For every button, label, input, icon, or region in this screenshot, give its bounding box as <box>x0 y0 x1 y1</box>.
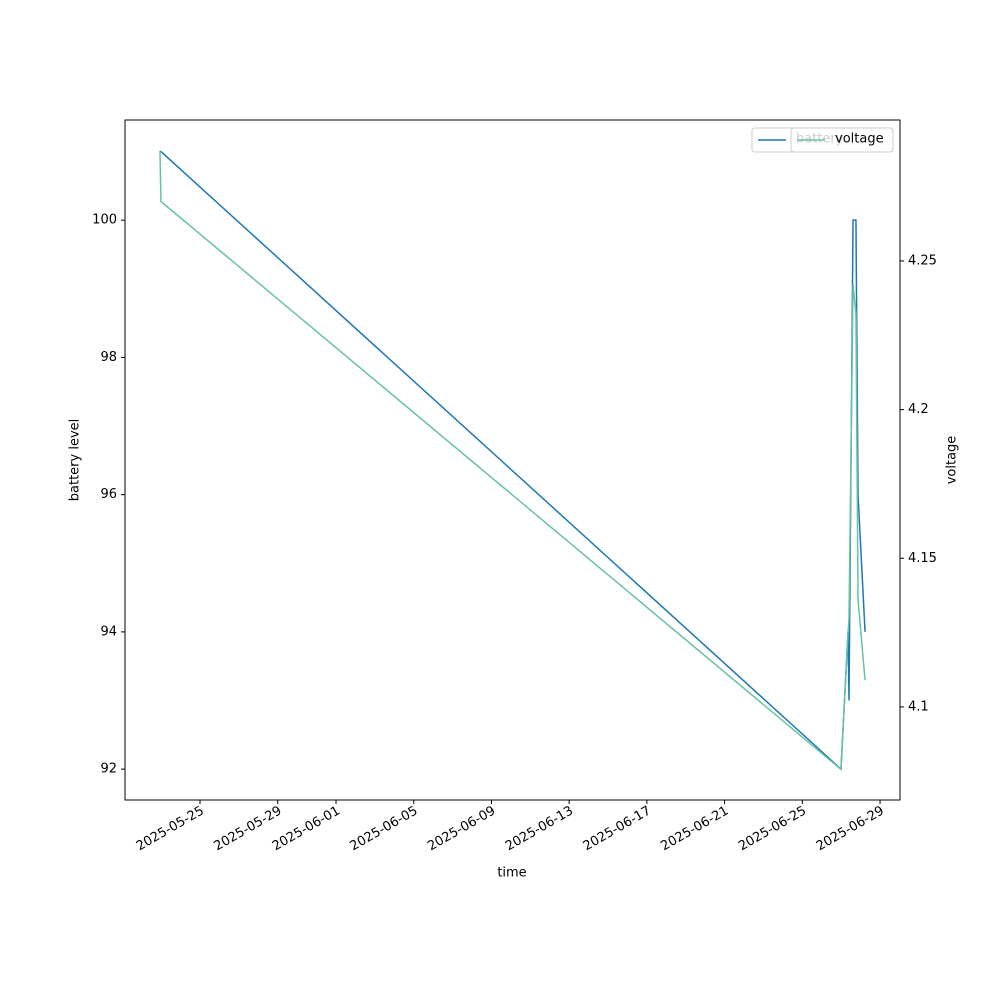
y-tick-label: 96 <box>100 487 117 502</box>
x-tick-label: 2025-06-05 <box>348 804 421 855</box>
plot-frame <box>124 119 901 801</box>
y-tick-label: 100 <box>92 213 117 228</box>
legend: voltage <box>790 127 894 153</box>
y2-tick-label: 4.15 <box>908 551 937 566</box>
y-tick-label: 98 <box>100 350 117 365</box>
series-line <box>159 150 866 771</box>
y2-axis-label: voltage <box>945 436 960 485</box>
y2-tick-label: 4.2 <box>908 402 929 417</box>
y-tick-label: 92 <box>100 762 117 777</box>
legend-box <box>790 127 894 153</box>
y2-tick-label: 4.25 <box>908 253 937 268</box>
x-tick-label: 2025-05-25 <box>134 804 207 855</box>
x-tick-label: 2025-06-29 <box>814 804 887 855</box>
y-axis-label: battery level <box>68 419 83 502</box>
legend-label: voltage <box>835 132 884 147</box>
x-tick-label: 2025-06-17 <box>581 804 654 855</box>
x-tick-label: 2025-06-25 <box>736 804 809 855</box>
x-tick-label: 2025-06-09 <box>425 804 498 855</box>
x-axis-label: time <box>497 866 526 881</box>
y-tick-label: 94 <box>100 624 117 639</box>
series-line <box>159 150 866 771</box>
x-tick-label: 2025-06-13 <box>503 804 576 855</box>
x-tick-label: 2025-06-21 <box>658 804 731 855</box>
y2-tick-label: 4.1 <box>908 699 929 714</box>
